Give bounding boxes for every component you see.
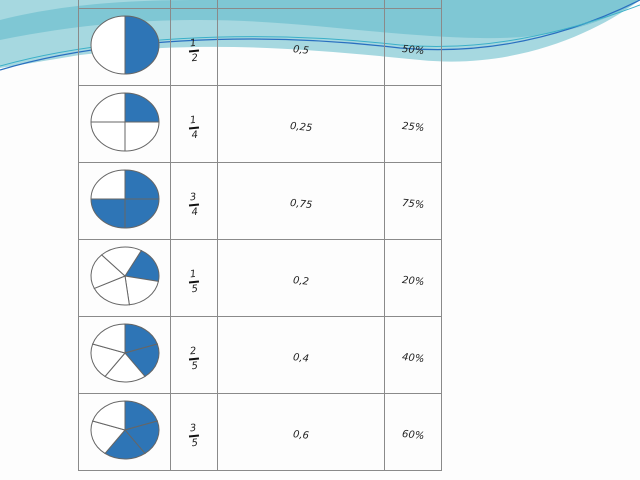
pie-slice-filled <box>103 429 146 460</box>
decimal-cell: 0,2 <box>217 239 385 317</box>
pie-slice-empty <box>91 400 125 431</box>
pie-slice-empty <box>93 275 130 306</box>
pie-slice-filled <box>124 198 160 229</box>
pie-cell <box>78 239 171 317</box>
pie-cell <box>78 162 171 240</box>
pie-slice-filled <box>124 323 158 354</box>
percent-cell: 50% <box>384 8 442 86</box>
percent-value: 20% <box>401 274 425 288</box>
pie-slice-empty <box>90 15 125 75</box>
decimal-value: 0,6 <box>292 428 310 442</box>
decimal-value: 0,25 <box>289 120 313 134</box>
pie-slice-empty <box>90 254 126 290</box>
numerator: 3 <box>189 422 197 434</box>
numerator: 2 <box>189 345 197 357</box>
decimal-value: 0,2 <box>292 274 310 288</box>
pie-slice-filled <box>124 169 160 200</box>
denominator: 5 <box>191 437 199 449</box>
denominator: 5 <box>191 360 199 372</box>
numerator: 1 <box>189 268 197 280</box>
pie-slice-filled <box>89 198 125 229</box>
fraction-pie <box>89 92 160 152</box>
fraction-pie <box>89 169 160 229</box>
numerator: 1 <box>189 37 197 49</box>
pie-slice-empty <box>100 246 142 277</box>
pie-slice-empty <box>90 420 126 455</box>
fraction-bar <box>188 202 200 207</box>
pie-slice-empty <box>89 121 125 152</box>
fraction-bar <box>188 48 200 53</box>
pie-slice-filled <box>123 420 159 455</box>
pie-cell <box>78 8 171 86</box>
fraction-bar <box>188 356 200 361</box>
pie-slice-empty <box>91 323 125 354</box>
decimal-value: 0,4 <box>292 351 310 365</box>
percent-value: 75% <box>401 197 425 211</box>
pie-slice-empty <box>89 92 125 123</box>
decimal-cell: 0,75 <box>217 162 385 240</box>
pie-slice-empty <box>89 169 125 200</box>
fraction-bar <box>188 125 200 130</box>
percent-value: 50% <box>401 43 425 57</box>
fraction-bar <box>188 433 200 438</box>
fraction-bar <box>188 279 200 284</box>
denominator: 4 <box>191 129 199 141</box>
decimal-value: 0,5 <box>292 43 310 57</box>
numerator: 3 <box>189 191 197 203</box>
pie-slice-filled <box>124 92 160 123</box>
pie-cell <box>78 85 171 163</box>
pie-slice-empty <box>124 121 160 152</box>
pie-cell <box>78 393 171 471</box>
decimal-cell: 0,5 <box>217 8 385 86</box>
denominator: 2 <box>191 52 199 64</box>
pie-slice-empty <box>90 343 126 378</box>
percent-cell: 60% <box>384 393 442 471</box>
percent-value: 60% <box>401 428 425 442</box>
percent-value: 25% <box>401 120 425 134</box>
decimal-cell: 0,25 <box>217 85 385 163</box>
percent-cell: 20% <box>384 239 442 317</box>
percent-cell: 40% <box>384 316 442 394</box>
pie-slice-filled <box>124 15 159 75</box>
fraction-pie <box>90 15 159 75</box>
percent-cell: 75% <box>384 162 442 240</box>
fraction-pie <box>90 400 159 460</box>
fraction-pie <box>90 246 159 306</box>
decimal-cell: 0,4 <box>217 316 385 394</box>
pie-slice-empty <box>123 275 159 306</box>
pie-cell <box>78 316 171 394</box>
pie-slice-filled <box>123 343 159 378</box>
denominator: 4 <box>191 206 199 218</box>
numerator: 1 <box>189 114 197 126</box>
percent-cell: 25% <box>384 85 442 163</box>
decimal-value: 0,75 <box>289 197 313 211</box>
fraction-pie <box>90 323 159 383</box>
pie-slice-empty <box>103 352 146 383</box>
denominator: 5 <box>191 283 199 295</box>
pie-slice-filled <box>123 249 159 282</box>
pie-slice-filled <box>124 400 158 431</box>
decimal-cell: 0,6 <box>217 393 385 471</box>
percent-value: 40% <box>401 351 425 365</box>
